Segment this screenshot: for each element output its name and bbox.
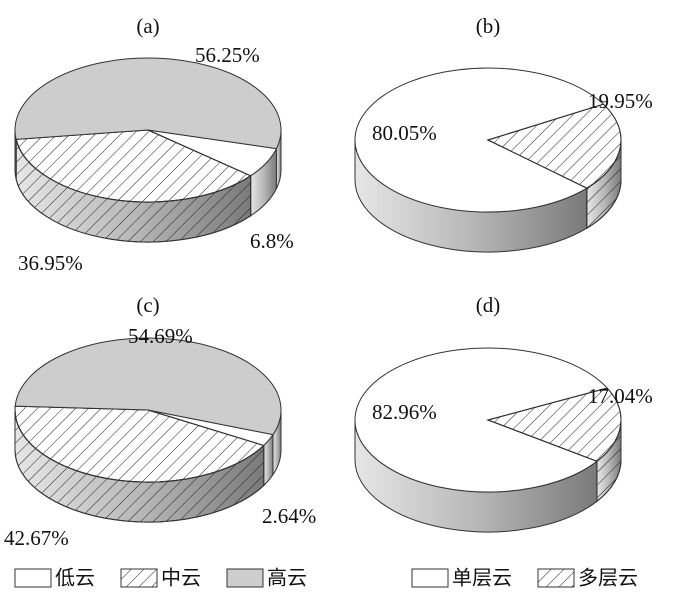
legend-label: 单层云 — [452, 566, 512, 590]
legend-label: 中云 — [161, 566, 201, 590]
legend-swatch — [537, 568, 575, 588]
chart-title: (c) — [136, 293, 159, 317]
legend-label: 高云 — [267, 566, 307, 590]
chart-title: (a) — [136, 14, 159, 38]
data-label: 19.95% — [588, 89, 653, 113]
data-label: 2.64% — [262, 504, 316, 528]
legend-label: 多层云 — [578, 566, 638, 590]
pie-slice-hatch — [486, 387, 622, 462]
legend-swatch — [411, 568, 449, 588]
legend-swatch — [120, 568, 158, 588]
pie-slice-hatch — [15, 129, 252, 203]
legend-swatch — [14, 568, 52, 588]
data-label: 82.96% — [372, 400, 437, 424]
pie-slice — [354, 67, 605, 213]
pie-slice — [14, 57, 282, 150]
legend-label: 低云 — [55, 566, 95, 590]
data-label: 56.25% — [195, 43, 260, 67]
data-label: 42.67% — [4, 526, 69, 550]
data-label: 36.95% — [18, 251, 83, 275]
pie-slice — [354, 347, 609, 493]
data-label: 80.05% — [372, 121, 437, 145]
data-label: 17.04% — [588, 384, 653, 408]
data-label: 6.8% — [250, 229, 294, 253]
pie-slice-hatch — [14, 405, 265, 483]
chart-title: (d) — [476, 293, 501, 317]
chart-title: (b) — [476, 14, 501, 38]
pie-slice — [14, 337, 282, 436]
pie-slice-hatch — [486, 103, 622, 189]
legend-swatch — [226, 568, 264, 588]
data-label: 54.69% — [128, 324, 193, 348]
